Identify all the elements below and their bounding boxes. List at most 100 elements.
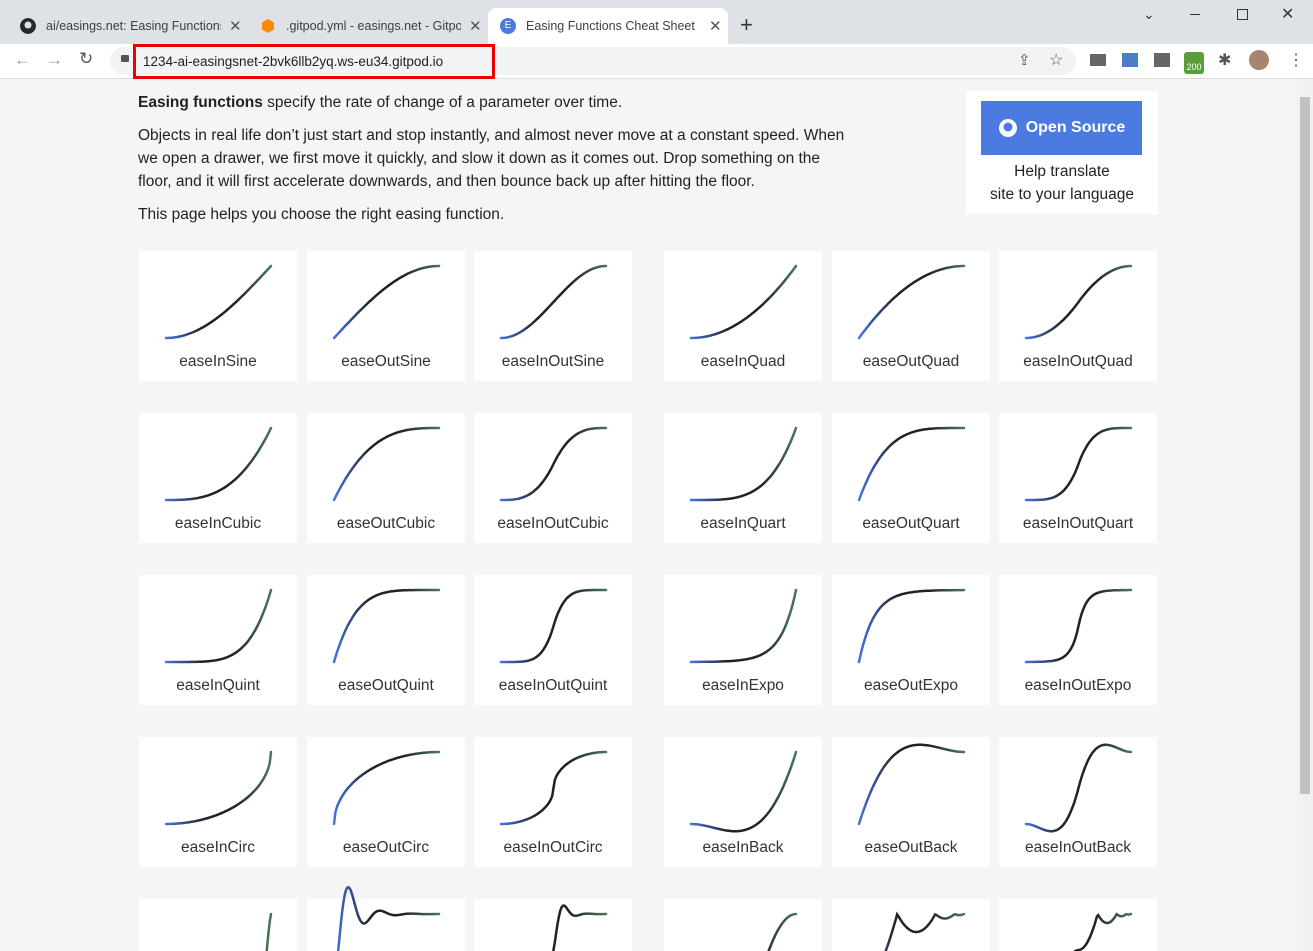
tab-title: Easing Functions Cheat Sheet (526, 19, 695, 33)
easing-card[interactable]: easeInOutBack (999, 737, 1157, 867)
tab-active[interactable]: E Easing Functions Cheat Sheet ✕ (488, 8, 728, 44)
forward[interactable]: → (46, 50, 63, 69)
easing-card[interactable] (832, 899, 990, 951)
easing-card[interactable] (664, 899, 822, 951)
open-source-button[interactable]: Open Source (981, 101, 1142, 155)
ext[interactable] (1154, 53, 1170, 67)
easing-card[interactable]: easeOutQuad (832, 251, 990, 381)
close-window[interactable]: ✕ (1281, 6, 1295, 23)
easing-curve (1024, 426, 1133, 502)
easing-card[interactable]: easeInOutSine (474, 251, 632, 381)
translate-text: Help translate (1014, 163, 1110, 180)
button-label: Open Source (1025, 119, 1126, 136)
card-label: easeInOutSine (501, 353, 605, 370)
easing-card[interactable] (474, 899, 632, 951)
menu[interactable]: ⋮ (1288, 52, 1304, 69)
reload[interactable]: ↻ (79, 49, 94, 68)
url[interactable]: 1234-ai-easingsnet-2bvk6llb2yq.ws-eu34.g… (133, 44, 495, 79)
easing-card[interactable]: easeOutQuart (832, 413, 990, 543)
card-label: easeInOutBack (1025, 839, 1131, 856)
easing-curve (689, 264, 798, 340)
easing-card[interactable] (307, 885, 465, 951)
extensions[interactable]: ✱ (1218, 52, 1232, 69)
card-label: easeInOutQuad (1023, 353, 1133, 370)
easing-curve (332, 750, 441, 826)
easing-card[interactable]: easeInQuart (664, 413, 822, 543)
easing-card[interactable]: easeInOutExpo (999, 575, 1157, 705)
bookmark[interactable]: ☆ (1049, 52, 1064, 69)
easing-card[interactable]: easeInOutQuint (474, 575, 632, 705)
new-tab[interactable]: + (740, 12, 753, 37)
minimize[interactable] (1190, 14, 1200, 15)
easing-curve (164, 588, 273, 664)
tab-search[interactable]: ⌄ (1143, 6, 1155, 22)
easing-curve (857, 426, 966, 502)
ext-badge[interactable]: 200 (1184, 52, 1204, 74)
easing-card[interactable]: easeInOutCubic (474, 413, 632, 543)
card-label: easeInQuart (700, 515, 786, 532)
easing-curve (499, 588, 608, 664)
gitpod-favicon (262, 19, 274, 33)
easing-curve (689, 426, 798, 502)
easing-card[interactable]: easeOutBack (832, 737, 990, 867)
scrollbar-thumb[interactable] (1300, 97, 1310, 794)
curve (265, 912, 273, 951)
easing-curve (164, 426, 273, 502)
curve (552, 904, 608, 951)
curve (857, 588, 966, 664)
share[interactable]: ⇪ (1018, 52, 1031, 69)
easing-curve (884, 911, 966, 951)
close-tab[interactable]: ✕ (709, 18, 722, 35)
curve (689, 588, 798, 664)
ext[interactable] (1122, 53, 1138, 67)
omnibox[interactable] (110, 47, 1076, 75)
easing-curve (1024, 264, 1133, 340)
easing-card[interactable]: easeInBack (664, 737, 822, 867)
easing-curve (164, 264, 273, 340)
curve (332, 750, 441, 826)
easing-card[interactable]: easeInSine (139, 251, 297, 381)
easing-card[interactable] (139, 899, 297, 951)
easing-card[interactable] (999, 899, 1157, 951)
curve (689, 750, 798, 833)
close-tab[interactable]: ✕ (469, 18, 482, 35)
easing-card[interactable]: easeOutQuint (307, 575, 465, 705)
curve (857, 426, 966, 502)
easing-card[interactable]: easeOutCubic (307, 413, 465, 543)
easing-card[interactable]: easeOutExpo (832, 575, 990, 705)
easing-card[interactable]: easeInCirc (139, 737, 297, 867)
easing-card[interactable]: easeOutCirc (307, 737, 465, 867)
maximize[interactable] (1237, 9, 1248, 20)
curve (857, 743, 966, 826)
card-label: easeOutQuint (338, 677, 434, 694)
easing-card[interactable]: easeInOutCirc (474, 737, 632, 867)
curve (164, 264, 273, 340)
easing-card[interactable]: easeInCubic (139, 413, 297, 543)
tab-title: ai/easings.net: Easing Functions C (46, 19, 221, 33)
curve (499, 264, 608, 340)
easing-card[interactable]: easeInQuad (664, 251, 822, 381)
curve (332, 426, 441, 502)
card-label: easeOutSine (341, 353, 431, 370)
easing-curve (265, 912, 273, 951)
ext-mail[interactable] (1090, 54, 1106, 66)
easing-card[interactable]: easeInOutQuad (999, 251, 1157, 381)
card-label: easeOutCirc (342, 839, 430, 856)
tab-favicon: E (500, 18, 516, 34)
close-tab[interactable]: ✕ (229, 18, 242, 35)
easing-card[interactable]: easeInQuint (139, 575, 297, 705)
easing-curve (499, 750, 608, 826)
easing-curve (1024, 743, 1133, 833)
card-label: easeInCubic (174, 515, 262, 532)
profile[interactable] (1249, 50, 1269, 70)
card-label: easeInOutExpo (1024, 677, 1132, 694)
easing-card[interactable]: easeOutSine (307, 251, 465, 381)
tab[interactable]: .gitpod.yml - easings.net - Gitpod ✕ (248, 8, 486, 44)
easing-curve (689, 750, 798, 833)
easing-card[interactable]: easeInExpo (664, 575, 822, 705)
easing-card[interactable]: easeInOutQuart (999, 413, 1157, 543)
back[interactable]: ← (14, 50, 31, 69)
tab[interactable]: ai/easings.net: Easing Functions C ✕ (8, 8, 248, 44)
github-icon (998, 119, 1017, 137)
